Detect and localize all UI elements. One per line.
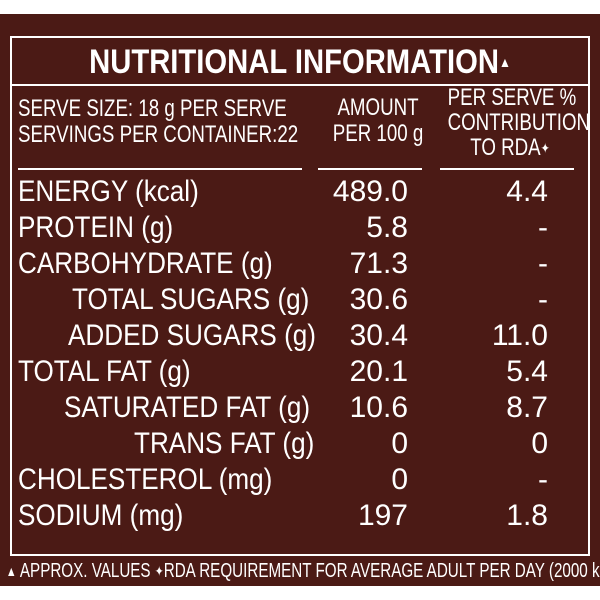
table-row: TRANS FAT (g) 0 0 [0, 426, 600, 462]
nutrient-name: ENERGY (kcal) [18, 175, 199, 208]
header-divider-3 [440, 168, 574, 170]
rda-value: 4.4 [506, 175, 548, 208]
amount-value: 489.0 [332, 175, 408, 208]
amount-value: 30.6 [349, 283, 408, 316]
title-divider [10, 84, 590, 86]
nutrient-name: TOTAL SUGARS (g) [72, 283, 310, 316]
nutrient-name: ADDED SUGARS (g) [68, 319, 316, 352]
rda-value: 11.0 [491, 319, 548, 352]
amount-value: 5.8 [366, 211, 408, 244]
table-row: CARBOHYDRATE (g) 71.3 - [0, 246, 600, 282]
rda-value: 1.8 [506, 499, 548, 532]
rda-value: - [538, 463, 548, 496]
table-row: TOTAL SUGARS (g) 30.6 - [0, 282, 600, 318]
amount-value: 10.6 [349, 391, 408, 424]
rda-header-line3: TO RDA✦ [448, 136, 573, 160]
serve-size: SERVE SIZE: 18 g PER SERVE [18, 95, 287, 122]
table-frame [10, 36, 590, 556]
rda-requirement-note: RDA REQUIREMENT FOR AVERAGE ADULT PER DA… [163, 560, 600, 582]
nutrient-name: CHOLESTEROL (mg) [18, 463, 273, 496]
nutrition-panel: NUTRITIONAL INFORMATION▲ SERVE SIZE: 18 … [0, 14, 600, 586]
amount-value: 71.3 [349, 247, 408, 280]
rda-value: - [538, 283, 548, 316]
nutrient-name: CARBOHYDRATE (g) [18, 247, 273, 280]
rda-value: 5.4 [506, 355, 548, 388]
rda-header-line2: CONTRIBUTION [447, 109, 591, 136]
rda-value: 8.7 [506, 391, 548, 424]
amount-value: 0 [391, 463, 408, 496]
table-title: NUTRITIONAL INFORMATION▲ [42, 42, 558, 82]
amount-header-line1: AMOUNT [337, 94, 419, 121]
nutrient-name: TRANS FAT (g) [134, 427, 315, 460]
amount-value: 0 [391, 427, 408, 460]
rda-value: - [538, 247, 548, 280]
rda-value: 0 [531, 427, 548, 460]
table-row: TOTAL FAT (g) 20.1 5.4 [0, 354, 600, 390]
rda-value: - [538, 211, 548, 244]
header-divider-2 [318, 168, 422, 170]
table-row: PROTEIN (g) 5.8 - [0, 210, 600, 246]
title-text: NUTRITIONAL INFORMATION [89, 43, 499, 81]
table-row: SODIUM (mg) 197 1.8 [0, 498, 600, 534]
header-divider-1 [18, 168, 302, 170]
rda-mark-icon: ✦ [540, 140, 550, 156]
table-row: CHOLESTEROL (mg) 0 - [0, 462, 600, 498]
rda-header-text: TO RDA [470, 134, 541, 161]
table-row: ENERGY (kcal) 489.0 4.4 [0, 174, 600, 210]
nutrient-name: TOTAL FAT (g) [18, 355, 191, 388]
servings-per-container: SERVINGS PER CONTAINER:22 [18, 121, 299, 148]
amount-value: 30.4 [349, 319, 408, 352]
amount-value: 20.1 [349, 355, 408, 388]
table-row: SATURATED FAT (g) 10.6 8.7 [0, 390, 600, 426]
amount-value: 197 [357, 499, 408, 532]
nutrient-name: PROTEIN (g) [18, 211, 174, 244]
table-row: ADDED SUGARS (g) 30.4 11.0 [0, 318, 600, 354]
nutrient-name: SATURATED FAT (g) [64, 391, 311, 424]
approx-mark-icon: ▲ [498, 54, 511, 70]
nutrient-name: SODIUM (mg) [18, 499, 184, 532]
approx-footnote-icon: ▲ [6, 563, 17, 579]
rda-footnote-icon: ✦ [154, 563, 164, 579]
footer-note: ▲ APPROX. VALUES ✦RDA REQUIREMENT FOR AV… [6, 560, 600, 582]
approx-values-note: APPROX. VALUES [19, 560, 151, 582]
rda-header-line1: PER SERVE % [447, 84, 577, 111]
amount-header-line2: PER 100 g [332, 120, 424, 147]
